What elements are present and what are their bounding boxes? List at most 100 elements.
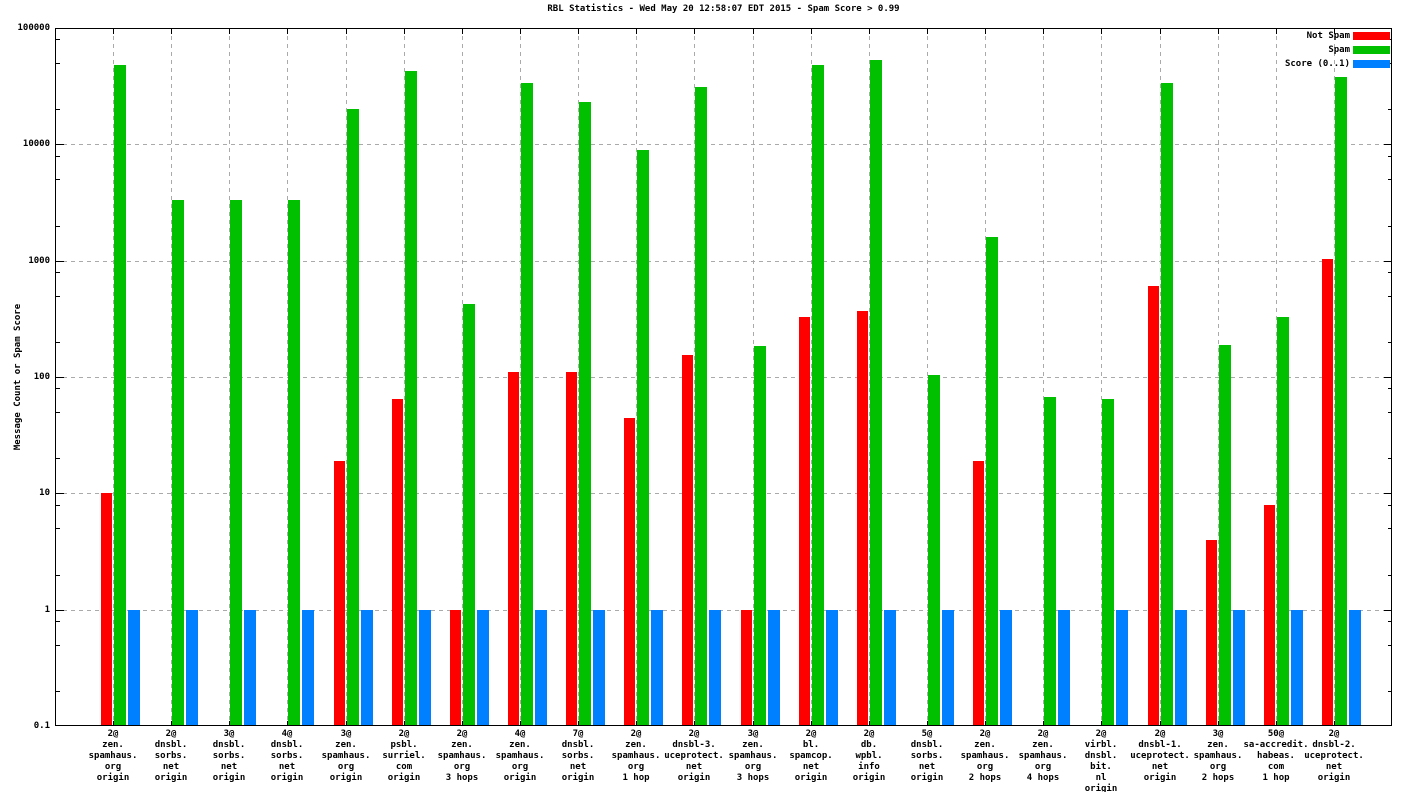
h-gridline: [55, 493, 1392, 494]
bar-not-spam: [682, 355, 693, 726]
x-category-label: 2@ dnsbl-2. uceprotect. net origin: [1304, 729, 1364, 783]
bar-spam: [1044, 397, 1056, 726]
y-major-tick: [56, 493, 64, 494]
bar-score-0-1: [1000, 610, 1012, 726]
legend-swatch-score-0-1: [1353, 60, 1390, 68]
y-minor-tick: [1388, 156, 1392, 157]
y-minor-tick: [1388, 412, 1392, 413]
bar-spam: [1277, 317, 1289, 726]
x-category-label: 2@ psbl. surriel. com origin: [382, 729, 426, 783]
x-tick: [1276, 721, 1277, 726]
y-tick-label: 0.1: [33, 721, 50, 731]
bar-not-spam: [392, 399, 403, 726]
legend-swatch-spam: [1353, 46, 1390, 54]
y-minor-tick: [56, 505, 60, 506]
v-gridline: [171, 28, 172, 726]
bar-score-0-1: [535, 610, 547, 726]
v-gridline: [811, 28, 812, 726]
bar-spam: [521, 83, 533, 726]
v-gridline: [1218, 28, 1219, 726]
y-major-tick: [1384, 261, 1392, 262]
bar-spam: [405, 71, 417, 726]
y-minor-tick: [1388, 272, 1392, 273]
y-minor-tick: [1388, 109, 1392, 110]
bar-not-spam: [857, 311, 868, 726]
y-minor-tick: [56, 342, 60, 343]
bar-score-0-1: [593, 610, 605, 726]
bar-spam: [579, 102, 591, 726]
y-minor-tick: [56, 63, 60, 64]
bar-score-0-1: [1175, 610, 1187, 726]
y-minor-tick: [1388, 296, 1392, 297]
x-category-label: 4@ zen. spamhaus. org origin: [495, 729, 545, 783]
bar-spam: [230, 200, 242, 726]
bar-not-spam: [624, 418, 635, 726]
x-tick: [1101, 29, 1102, 34]
legend-label-spam: Spam: [1328, 45, 1350, 55]
y-minor-tick: [56, 109, 60, 110]
y-minor-tick: [56, 388, 60, 389]
x-category-label: 7@ dnsbl. sorbs. net origin: [561, 729, 595, 783]
x-category-label: 3@ zen. spamhaus. org origin: [321, 729, 371, 783]
x-tick: [636, 721, 637, 726]
v-gridline: [927, 28, 928, 726]
y-tick-label: 10000: [22, 139, 50, 149]
x-tick: [346, 29, 347, 34]
x-category-label: 2@ zen. spamhaus. org 3 hops: [437, 729, 487, 783]
bar-score-0-1: [1058, 610, 1070, 726]
y-minor-tick: [56, 528, 60, 529]
y-tick-label: 10: [39, 488, 50, 498]
x-tick: [578, 29, 579, 34]
bar-score-0-1: [1116, 610, 1128, 726]
x-tick: [1218, 721, 1219, 726]
bar-spam: [1161, 83, 1173, 726]
x-category-label: 5@ dnsbl. sorbs. net origin: [910, 729, 944, 783]
bar-spam: [347, 109, 359, 726]
x-tick: [985, 721, 986, 726]
y-minor-tick: [56, 691, 60, 692]
x-category-label: 2@ virbl. dnsbl. bit. nl origin: [1084, 729, 1118, 792]
v-gridline: [753, 28, 754, 726]
h-gridline: [55, 377, 1392, 378]
bar-score-0-1: [884, 610, 896, 726]
y-tick-label: 100: [33, 372, 50, 382]
x-category-label: 2@ dnsbl. sorbs. net origin: [154, 729, 188, 783]
x-tick: [1101, 721, 1102, 726]
x-tick: [113, 721, 114, 726]
y-tick-label: 100000: [17, 23, 50, 33]
y-major-tick: [1384, 377, 1392, 378]
bar-spam: [463, 304, 475, 726]
x-tick: [229, 721, 230, 726]
x-tick: [1276, 29, 1277, 34]
y-minor-tick: [1388, 226, 1392, 227]
y-minor-tick: [56, 621, 60, 622]
v-gridline: [1101, 28, 1102, 726]
x-tick: [869, 721, 870, 726]
v-gridline: [229, 28, 230, 726]
x-category-label: 2@ zen. spamhaus. org 1 hop: [611, 729, 661, 783]
y-major-tick: [56, 261, 64, 262]
y-major-tick: [56, 144, 64, 145]
x-category-label: 50@ sa-accredit. habeas. com 1 hop: [1243, 729, 1309, 783]
bar-score-0-1: [361, 610, 373, 726]
x-tick: [346, 721, 347, 726]
y-minor-tick: [56, 39, 60, 40]
x-category-label: 2@ dnsbl-1. uceprotect. net origin: [1130, 729, 1190, 783]
bar-spam: [172, 200, 184, 726]
y-minor-tick: [1388, 388, 1392, 389]
v-gridline: [1276, 28, 1277, 726]
x-tick: [1160, 29, 1161, 34]
bar-score-0-1: [1349, 610, 1361, 726]
x-category-label: 3@ zen. spamhaus. org 2 hops: [1193, 729, 1243, 783]
x-tick: [927, 29, 928, 34]
v-gridline: [636, 28, 637, 726]
x-tick: [171, 29, 172, 34]
y-minor-tick: [56, 575, 60, 576]
v-gridline: [113, 28, 114, 726]
x-tick: [578, 721, 579, 726]
bar-spam: [928, 375, 940, 726]
x-tick: [1334, 721, 1335, 726]
x-tick: [811, 721, 812, 726]
bar-not-spam: [508, 372, 519, 726]
bar-spam: [812, 65, 824, 726]
